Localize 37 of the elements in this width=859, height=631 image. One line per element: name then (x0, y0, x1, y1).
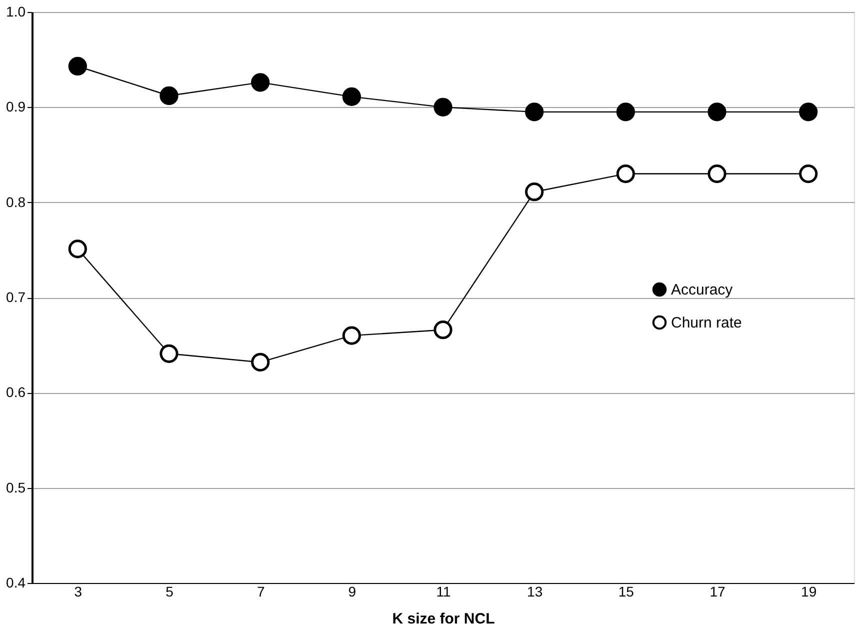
point (799, 164, 818, 184)
point (799, 102, 818, 122)
legend-label: Accuracy (671, 282, 734, 298)
x-tick-label: 15 (618, 584, 634, 600)
x-tick-label: 13 (527, 584, 543, 600)
point (434, 98, 452, 116)
point (68, 56, 87, 76)
y-tick-label: 0.8 (6, 194, 26, 210)
point (251, 73, 270, 92)
point (616, 164, 635, 184)
point (251, 352, 270, 372)
x-axis-title: K size for NCL (392, 610, 495, 628)
point (160, 344, 178, 363)
x-tick-label: 11 (436, 584, 451, 600)
y-tick-label: 0.9 (6, 98, 26, 115)
point (342, 87, 361, 106)
point (68, 240, 87, 258)
point (525, 182, 544, 202)
x-tick-label: 19 (801, 584, 817, 600)
y-tick-label: 0.7 (6, 289, 26, 305)
point (616, 102, 635, 122)
point (708, 164, 726, 184)
x-tick-label: 5 (166, 584, 174, 600)
x-tick-label: 17 (710, 584, 726, 600)
legend-label: Churn rate (671, 314, 742, 332)
x-tick-label: 3 (74, 584, 82, 600)
y-tick-label: 0.6 (6, 384, 26, 400)
point (160, 86, 178, 106)
x-tick-label: 9 (348, 584, 356, 600)
point (525, 102, 544, 122)
y-tick-label: 1.0 (6, 4, 26, 20)
point (342, 326, 361, 345)
y-tick-label: 0.5 (6, 479, 26, 496)
point (708, 102, 726, 122)
x-tick-label: 7 (256, 584, 265, 600)
point (434, 320, 452, 340)
y-tick-label: 0.4 (6, 574, 26, 590)
